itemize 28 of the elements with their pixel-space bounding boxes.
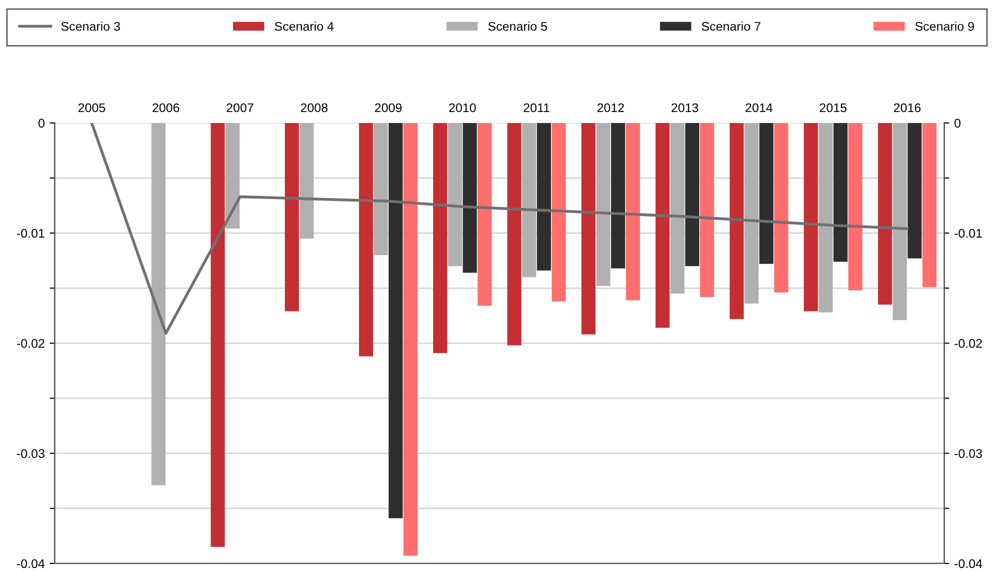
y-tick-label: -0.04	[17, 559, 45, 568]
y2-tick-label: -0.04	[954, 559, 982, 568]
y2-tick-label: -0.01	[954, 228, 982, 238]
x-tick-label: 2007	[226, 103, 254, 112]
y-tick-label: 0	[38, 118, 44, 128]
x-tick-label: 2012	[597, 103, 624, 112]
x-tick-label: 2005	[78, 103, 106, 112]
x-tick-label: 2016	[894, 103, 921, 112]
y2-tick-label: -0.03	[954, 449, 982, 458]
legend-label: Scenario 7	[702, 22, 760, 31]
x-tick-label: 2008	[300, 103, 328, 112]
y-tick-label: -0.03	[17, 449, 44, 458]
x-tick-label: 2011	[524, 103, 550, 112]
y2-tick-label: 0	[954, 118, 960, 128]
y-tick-label: -0.01	[17, 228, 44, 238]
legend-label: Scenario 5	[488, 22, 547, 31]
legend-label: Scenario 9	[915, 22, 974, 31]
y-tick-label: -0.02	[17, 339, 44, 348]
x-tick-label: 2014	[746, 103, 772, 112]
legend-label: Scenario 4	[274, 22, 334, 31]
x-tick-label: 2013	[672, 103, 698, 112]
y2-tick-label: -0.02	[954, 339, 982, 348]
x-tick-label: 2010	[449, 103, 476, 112]
legend-label: Scenario 3	[61, 22, 120, 31]
x-tick-label: 2009	[375, 103, 402, 112]
x-tick-label: 2015	[820, 103, 846, 112]
line-series	[90, 122, 909, 335]
x-tick-label: 2006	[152, 103, 180, 112]
